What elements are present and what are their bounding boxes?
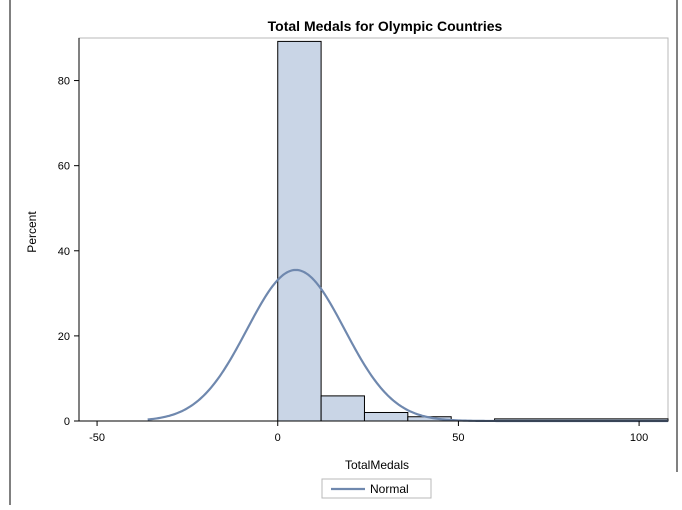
legend-box [321,478,432,499]
x-tick-label: 100 [630,432,648,444]
x-axis-label: TotalMedals [345,458,409,472]
x-tick-label: 0 [275,432,281,444]
curve-layer [147,268,668,423]
histogram-bar-2 [363,411,409,422]
y-axis-label: Percent [25,211,39,253]
y-tick-label: 20 [58,331,70,343]
legend-normal-label: Normal [370,482,409,496]
chart-title: Total Medals for Olympic Countries [267,18,503,34]
x-tick-label: -50 [89,432,105,444]
legend: Normal [321,478,432,499]
y-tick-label: 0 [64,416,70,428]
y-tick-label: 60 [58,161,70,173]
x-tick-label: 50 [452,432,464,444]
histogram-bar-1 [320,395,365,422]
y-tick-label: 40 [58,246,70,258]
histogram-bar-0 [277,40,322,422]
bars-layer [277,40,669,422]
frame-layer [9,0,678,505]
plot-frame [78,37,669,422]
normal-curve-line [147,268,668,423]
y-tick-label: 80 [58,76,70,88]
axes-layer: 0 20 40 60 80 -50 0 50 100 [58,38,668,444]
